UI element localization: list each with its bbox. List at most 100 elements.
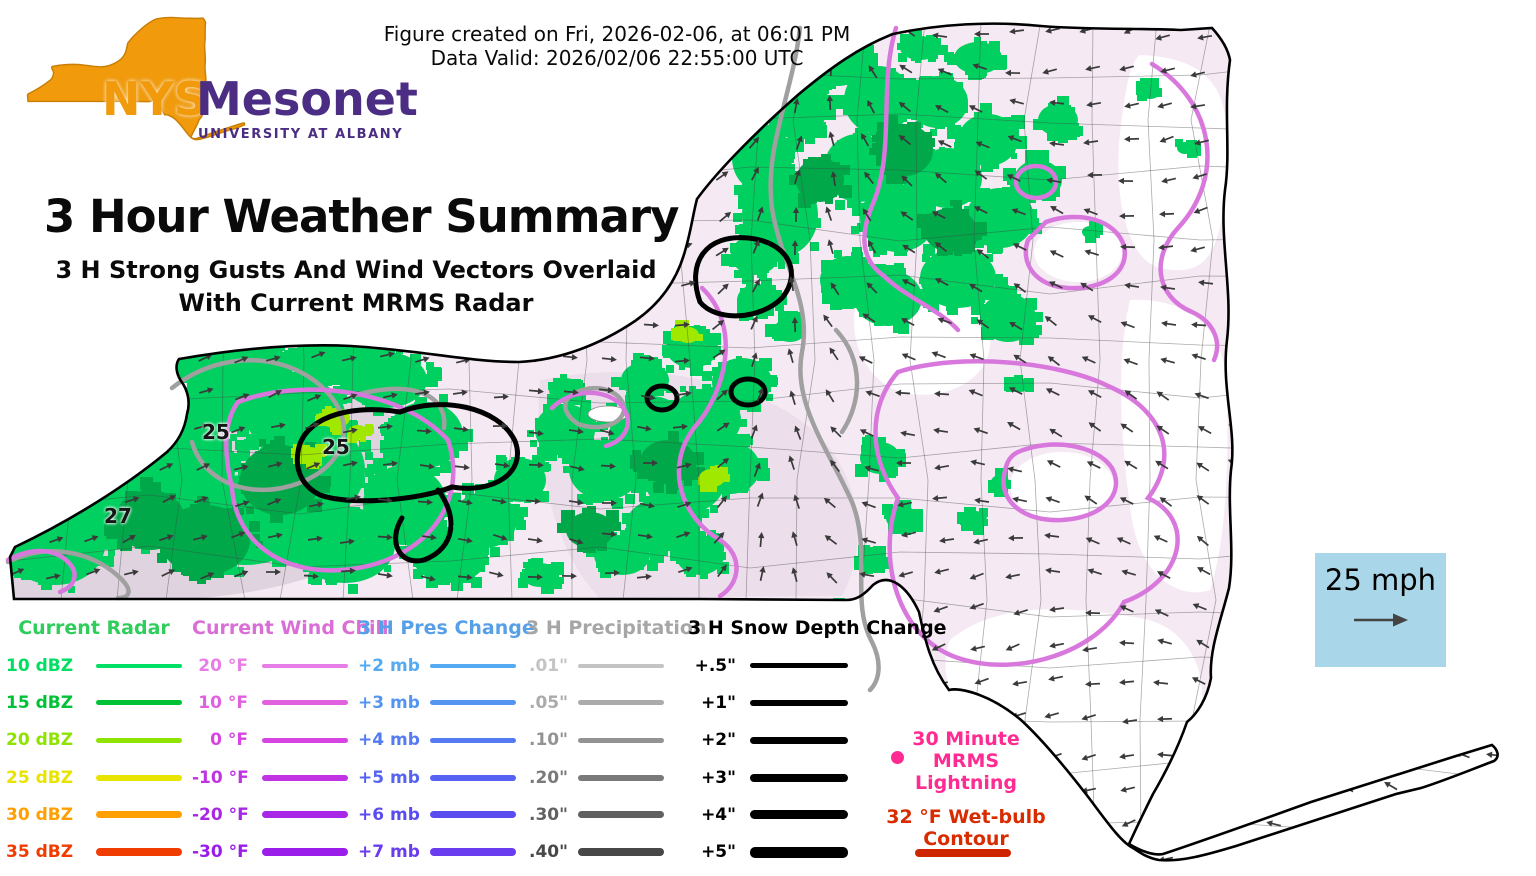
page-subtitle-1: 3 H Strong Gusts And Wind Vectors Overla…	[55, 256, 657, 284]
page-subtitle-2: With Current MRMS Radar	[178, 289, 534, 317]
legend-windchill-title: Current Wind Chill	[192, 617, 389, 639]
legend-row: 15 dBZ	[6, 684, 182, 721]
legend-label: .10"	[529, 730, 568, 751]
legend-line-swatch	[430, 848, 516, 857]
legend-row: +3 mb	[358, 684, 516, 721]
legend-snow-column: 3 H Snow Depth Change +.5" +1" +2" +3" +…	[688, 615, 947, 871]
legend-label: 10 dBZ	[6, 655, 74, 676]
legend-row: 0 °F	[192, 722, 348, 759]
legend-wetbulb-label: 32 °F Wet-bulb Contour	[886, 806, 1046, 850]
legend-row: +2 mb	[358, 647, 516, 684]
legend-line-swatch	[578, 737, 664, 743]
legend-line-swatch	[262, 700, 348, 706]
legend-line-swatch	[430, 774, 516, 781]
legend-line-swatch	[430, 811, 516, 819]
legend-label: .20"	[529, 767, 568, 788]
legend-line-swatch	[750, 736, 848, 744]
lightning-line2: MRMS	[932, 750, 1000, 772]
snow-contours	[294, 235, 794, 564]
legend-row: +5"	[688, 833, 848, 870]
gust-contour-label: 27	[104, 504, 132, 528]
legend-label: 35 dBZ	[6, 842, 74, 863]
legend-row: .30"	[526, 796, 664, 833]
legend-row: -10 °F	[192, 759, 348, 796]
legend-row: .10"	[526, 722, 664, 759]
legend-windchill-column: Current Wind Chill 20 °F 10 °F 0 °F -10 …	[192, 615, 389, 871]
wind-scale-box: 25 mph	[1315, 553, 1446, 667]
legend-line-swatch	[262, 663, 348, 668]
legend-row: -20 °F	[192, 796, 348, 833]
legend-line-swatch	[96, 663, 182, 668]
legend-label: +3 mb	[358, 692, 420, 713]
legend-row: +7 mb	[358, 833, 516, 870]
legend-line-swatch	[96, 774, 182, 781]
wind-scale-arrow-icon	[1353, 613, 1408, 627]
legend-label: +5"	[701, 842, 736, 863]
legend-line-swatch	[430, 737, 516, 743]
logo-university-text: UNIVERSITY AT ALBANY	[198, 127, 404, 142]
legend-row: 25 dBZ	[6, 759, 182, 796]
legend-label: +.5"	[694, 655, 736, 676]
legend-line-swatch	[96, 700, 182, 706]
legend-line-swatch	[262, 811, 348, 819]
legend-row: 20 dBZ	[6, 722, 182, 759]
legend-label: +2"	[701, 730, 736, 751]
legend-label: +6 mb	[358, 804, 420, 825]
legend-row: +4"	[688, 796, 848, 833]
legend-label: 30 dBZ	[6, 804, 74, 825]
legend-label: 10 °F	[198, 692, 248, 713]
legend-line-swatch	[96, 737, 182, 743]
legend-precip-title: 3 H Precipitation	[526, 617, 707, 639]
legend-label: +4"	[701, 804, 736, 825]
legend-label: +5 mb	[358, 767, 420, 788]
lightning-line3: Lightning	[915, 772, 1017, 794]
legend-label: +2 mb	[358, 655, 420, 676]
windchill-contours	[5, 25, 1220, 667]
legend-radar-title: Current Radar	[18, 617, 170, 639]
legend-line-swatch	[430, 663, 516, 668]
legend-preschange-column: 3 H Pres Change +2 mb +3 mb +4 mb +5 mb …	[358, 615, 535, 871]
legend-row: 10 dBZ	[6, 647, 182, 684]
legend-row: .05"	[526, 684, 664, 721]
legend-line-swatch	[262, 774, 348, 781]
legend-label: .30"	[529, 804, 568, 825]
legend-line-swatch	[262, 848, 348, 857]
legend-line-swatch	[578, 663, 664, 668]
legend-label: -30 °F	[192, 842, 249, 863]
legend-row: +3"	[688, 759, 848, 796]
legend-label: .40"	[529, 842, 568, 863]
legend-line-swatch	[96, 848, 182, 857]
legend-row: .20"	[526, 759, 664, 796]
legend-label: .05"	[529, 692, 568, 713]
legend-radar-column: Current Radar 10 dBZ 15 dBZ 20 dBZ 25 dB…	[6, 615, 182, 871]
legend-label: 15 dBZ	[6, 692, 74, 713]
gust-contour-label: 25	[322, 435, 350, 459]
legend-row: -30 °F	[192, 833, 348, 870]
page-title: 3 Hour Weather Summary	[44, 190, 679, 243]
legend-row: +.5"	[688, 647, 848, 684]
gust-contour-label: 25	[202, 420, 230, 444]
lightning-dot-icon	[891, 751, 904, 764]
figure-created-line: Figure created on Fri, 2026-02-06, at 06…	[383, 22, 851, 46]
legend-line-swatch	[750, 663, 848, 669]
radar-layer	[10, 30, 1201, 622]
legend-line-swatch	[262, 737, 348, 743]
lightning-line1: 30 Minute	[912, 728, 1020, 750]
legend-row: +4 mb	[358, 722, 516, 759]
legend-label: +1"	[701, 692, 736, 713]
legend-label: +7 mb	[358, 842, 420, 863]
logo-nys-text: NYS	[102, 72, 207, 126]
legend-label: 25 dBZ	[6, 767, 74, 788]
legend-label: 20 °F	[198, 655, 248, 676]
data-valid-line: Data Valid: 2026/02/06 22:55:00 UTC	[430, 46, 804, 70]
legend-row: 20 °F	[192, 647, 348, 684]
legend-line-swatch	[430, 700, 516, 706]
legend-precip-column: 3 H Precipitation .01" .05" .10" .20" .3…	[526, 615, 707, 871]
legend-row: +2"	[688, 722, 848, 759]
logo-mesonet-text: Mesonet	[196, 72, 418, 126]
legend-line-swatch	[750, 699, 848, 706]
legend-row: .40"	[526, 833, 664, 870]
legend-label: 20 dBZ	[6, 730, 74, 751]
legend-label: .01"	[529, 655, 568, 676]
